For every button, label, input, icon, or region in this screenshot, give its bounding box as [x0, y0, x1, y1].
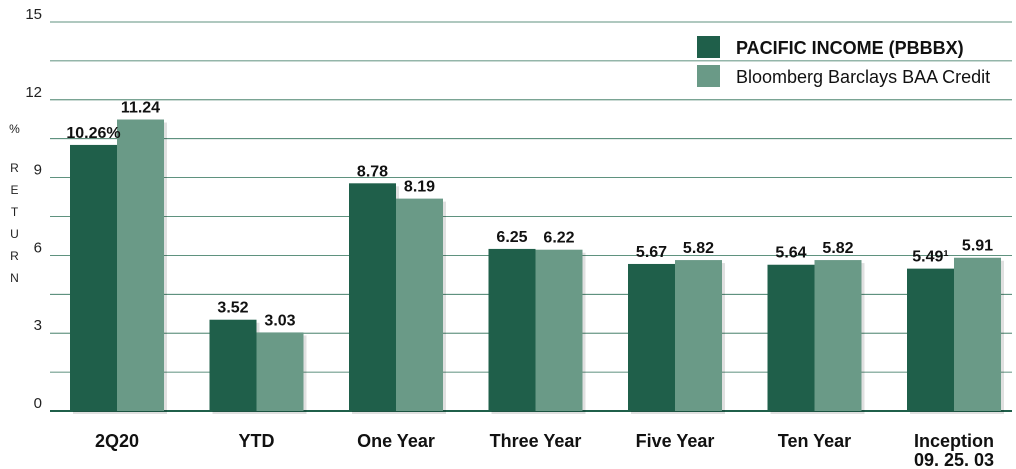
data-label: 3.03 [264, 312, 295, 329]
category-label: Five Year [636, 431, 715, 451]
category-labels: 2Q20 YTD One Year Three Year Five Year Ten Ye… [95, 431, 994, 469]
bar [117, 119, 164, 411]
bars [70, 119, 1004, 414]
data-label: 5.64 [775, 245, 806, 262]
bar [209, 319, 257, 411]
category-label: YTD [239, 431, 275, 451]
data-label: 6.25 [496, 229, 527, 246]
bar [675, 260, 722, 411]
y-axis-letter: R [10, 249, 20, 263]
data-label: 11.24 [121, 100, 160, 117]
y-axis-letter: E [10, 183, 19, 197]
bar [767, 264, 815, 411]
data-label: 10.26% [66, 125, 120, 142]
data-label: 5.67 [636, 244, 667, 261]
bar [488, 248, 536, 411]
legend-label: Bloomberg Barclays BAA Credit [736, 67, 990, 87]
legend-swatch [697, 36, 720, 58]
data-label: 8.19 [404, 179, 435, 196]
y-axis-ticks: 0 3 6 9 12 15 [25, 6, 42, 412]
legend-swatch [697, 65, 720, 87]
y-axis-letter: T [11, 205, 19, 219]
category-label: 2Q20 [95, 431, 139, 451]
category-label: Inception [914, 431, 994, 451]
y-axis-unit: % [9, 122, 21, 136]
data-label: 5.49¹ [912, 249, 948, 266]
y-tick-label: 15 [25, 6, 42, 23]
y-axis-letter: U [10, 227, 20, 241]
data-label: 8.78 [357, 163, 388, 180]
bar [907, 268, 954, 411]
bar [349, 183, 396, 411]
category-label: Ten Year [778, 431, 851, 451]
bar [396, 198, 443, 411]
y-tick-label: 12 [25, 84, 42, 101]
bar [70, 144, 117, 411]
y-tick-label: 9 [34, 162, 42, 179]
legend-label: PACIFIC INCOME (PBBBX) [736, 38, 964, 58]
y-axis-letter: R [10, 161, 20, 175]
y-tick-label: 0 [34, 395, 42, 412]
data-label: 5.82 [683, 240, 714, 257]
y-axis-letter: N [10, 271, 20, 285]
bar [954, 257, 1001, 411]
category-label: One Year [357, 431, 435, 451]
category-label: 09. 25. 03 [914, 450, 994, 469]
category-label: Three Year [490, 431, 582, 451]
data-labels: 10.26%11.24 3.52 3.03 8.78 8.19 6.25 6.22 5.67 5… [66, 100, 993, 330]
bar [535, 249, 583, 411]
data-label: 6.22 [543, 230, 574, 247]
data-label: 5.91 [962, 238, 993, 255]
bar [628, 263, 675, 411]
bar [814, 260, 862, 411]
y-tick-label: 6 [34, 239, 42, 256]
data-label: 5.82 [822, 240, 853, 257]
legend: PACIFIC INCOME (PBBBX) Bloomberg Barclays… [697, 36, 990, 87]
data-label: 3.52 [217, 300, 248, 317]
y-tick-label: 3 [34, 317, 42, 334]
bar [256, 332, 304, 411]
